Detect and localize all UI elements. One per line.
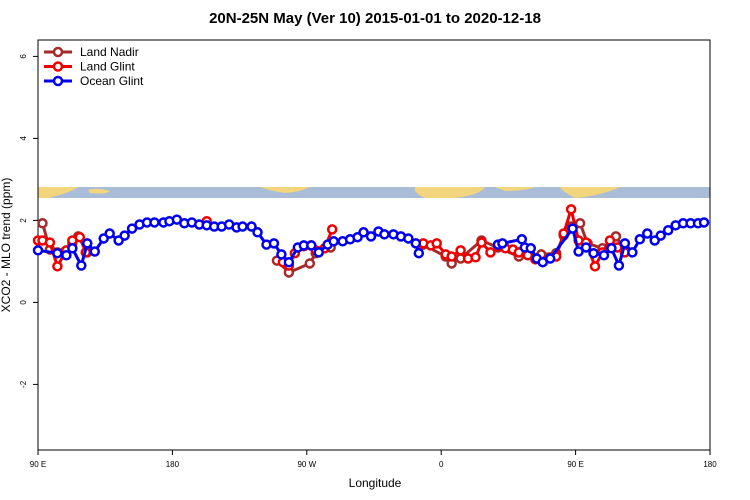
point (104, 228, 115, 239)
point (497, 238, 508, 249)
point (313, 247, 324, 258)
point (580, 242, 592, 253)
map-strip (38, 187, 710, 198)
point (52, 247, 63, 259)
point (446, 251, 457, 262)
point (655, 230, 666, 241)
x-tick-label: 0 (439, 460, 444, 469)
point (52, 261, 63, 272)
series (32, 214, 710, 271)
legend-marker (52, 46, 64, 58)
point (431, 238, 442, 249)
x-tick-label: 180 (703, 460, 717, 469)
legend-marker (52, 61, 64, 72)
point (574, 218, 586, 229)
y-tick-label: 6 (19, 54, 28, 59)
y-tick-label: -2 (19, 380, 28, 388)
point (410, 238, 422, 249)
point (634, 234, 646, 245)
point (306, 240, 317, 251)
x-axis-label: Longitude (349, 476, 402, 490)
y-axis-label: XCO2 - MLO trend (ppm) (0, 178, 13, 313)
point (246, 221, 257, 232)
point (82, 238, 93, 249)
point (365, 231, 377, 242)
point (698, 217, 710, 228)
point (573, 246, 584, 257)
point (485, 247, 496, 258)
legend-label: Ocean Glint (80, 74, 144, 88)
legend-marker (52, 75, 64, 87)
point (126, 223, 138, 234)
chart-title: 20N-25N May (Ver 10) 2015-01-01 to 2020-… (209, 10, 541, 27)
x-tick-label: 180 (166, 460, 180, 469)
legend-label: Land Glint (80, 60, 135, 74)
point (619, 238, 631, 249)
x-tick-label: 90 E (567, 460, 583, 469)
point (67, 243, 78, 254)
point (642, 228, 653, 239)
point (565, 204, 577, 215)
point (525, 243, 537, 254)
point (283, 256, 295, 268)
point (516, 234, 528, 245)
point (544, 253, 556, 264)
point (89, 246, 100, 257)
point (588, 247, 599, 259)
point (32, 245, 44, 256)
point (149, 217, 160, 228)
point (74, 231, 86, 243)
point (119, 230, 130, 241)
point (237, 221, 248, 232)
point (613, 260, 625, 271)
point (470, 252, 481, 263)
x-tick-label: 90 E (30, 460, 46, 469)
point (662, 224, 674, 236)
point (403, 233, 414, 244)
legend-label: Land Nadir (80, 45, 139, 59)
point (328, 236, 339, 247)
point (598, 250, 610, 261)
point (76, 260, 87, 271)
point (326, 224, 338, 235)
point (379, 229, 390, 240)
point (567, 223, 578, 234)
y-tick-label: 0 (19, 300, 28, 305)
y-tick-label: 2 (19, 218, 28, 223)
point (44, 237, 56, 248)
point (252, 227, 263, 238)
point (627, 247, 638, 258)
point (276, 249, 287, 260)
point (358, 227, 369, 238)
point (304, 258, 316, 269)
point (268, 238, 280, 249)
point (606, 243, 617, 254)
point (37, 218, 48, 229)
x-tick-label: 90 W (297, 460, 316, 469)
point (413, 247, 425, 259)
point (61, 250, 72, 261)
point (589, 261, 601, 272)
point (455, 245, 466, 256)
y-tick-label: 4 (19, 136, 28, 141)
point (476, 237, 487, 248)
